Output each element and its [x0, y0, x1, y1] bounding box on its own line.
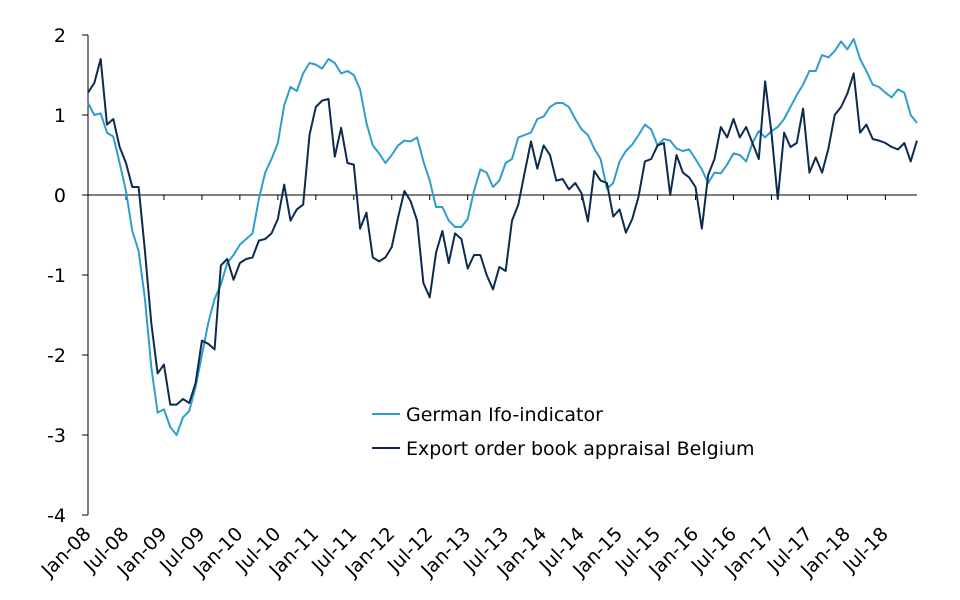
y-tick-label: 0	[54, 185, 66, 207]
series-line-german-ifo	[87, 38, 918, 436]
y-axis-ticks: 2 1 0 -1 -2 -3 -4	[47, 25, 88, 527]
y-tick-label: 2	[54, 25, 66, 47]
y-tick-label: -2	[47, 345, 66, 367]
y-tick-label: 1	[54, 105, 66, 127]
y-tick-label: -4	[47, 505, 66, 527]
y-tick-label: -3	[47, 425, 66, 447]
legend: German Ifo-indicator Export order book a…	[372, 404, 755, 460]
x-tick-label: Jan-08	[37, 523, 96, 582]
y-tick-label: -1	[47, 265, 66, 287]
series-layer	[87, 38, 918, 436]
series-line-export-order-book	[87, 58, 918, 406]
legend-label-german-ifo: German Ifo-indicator	[406, 404, 603, 426]
legend-label-export-order-book: Export order book appraisal Belgium	[406, 438, 755, 460]
